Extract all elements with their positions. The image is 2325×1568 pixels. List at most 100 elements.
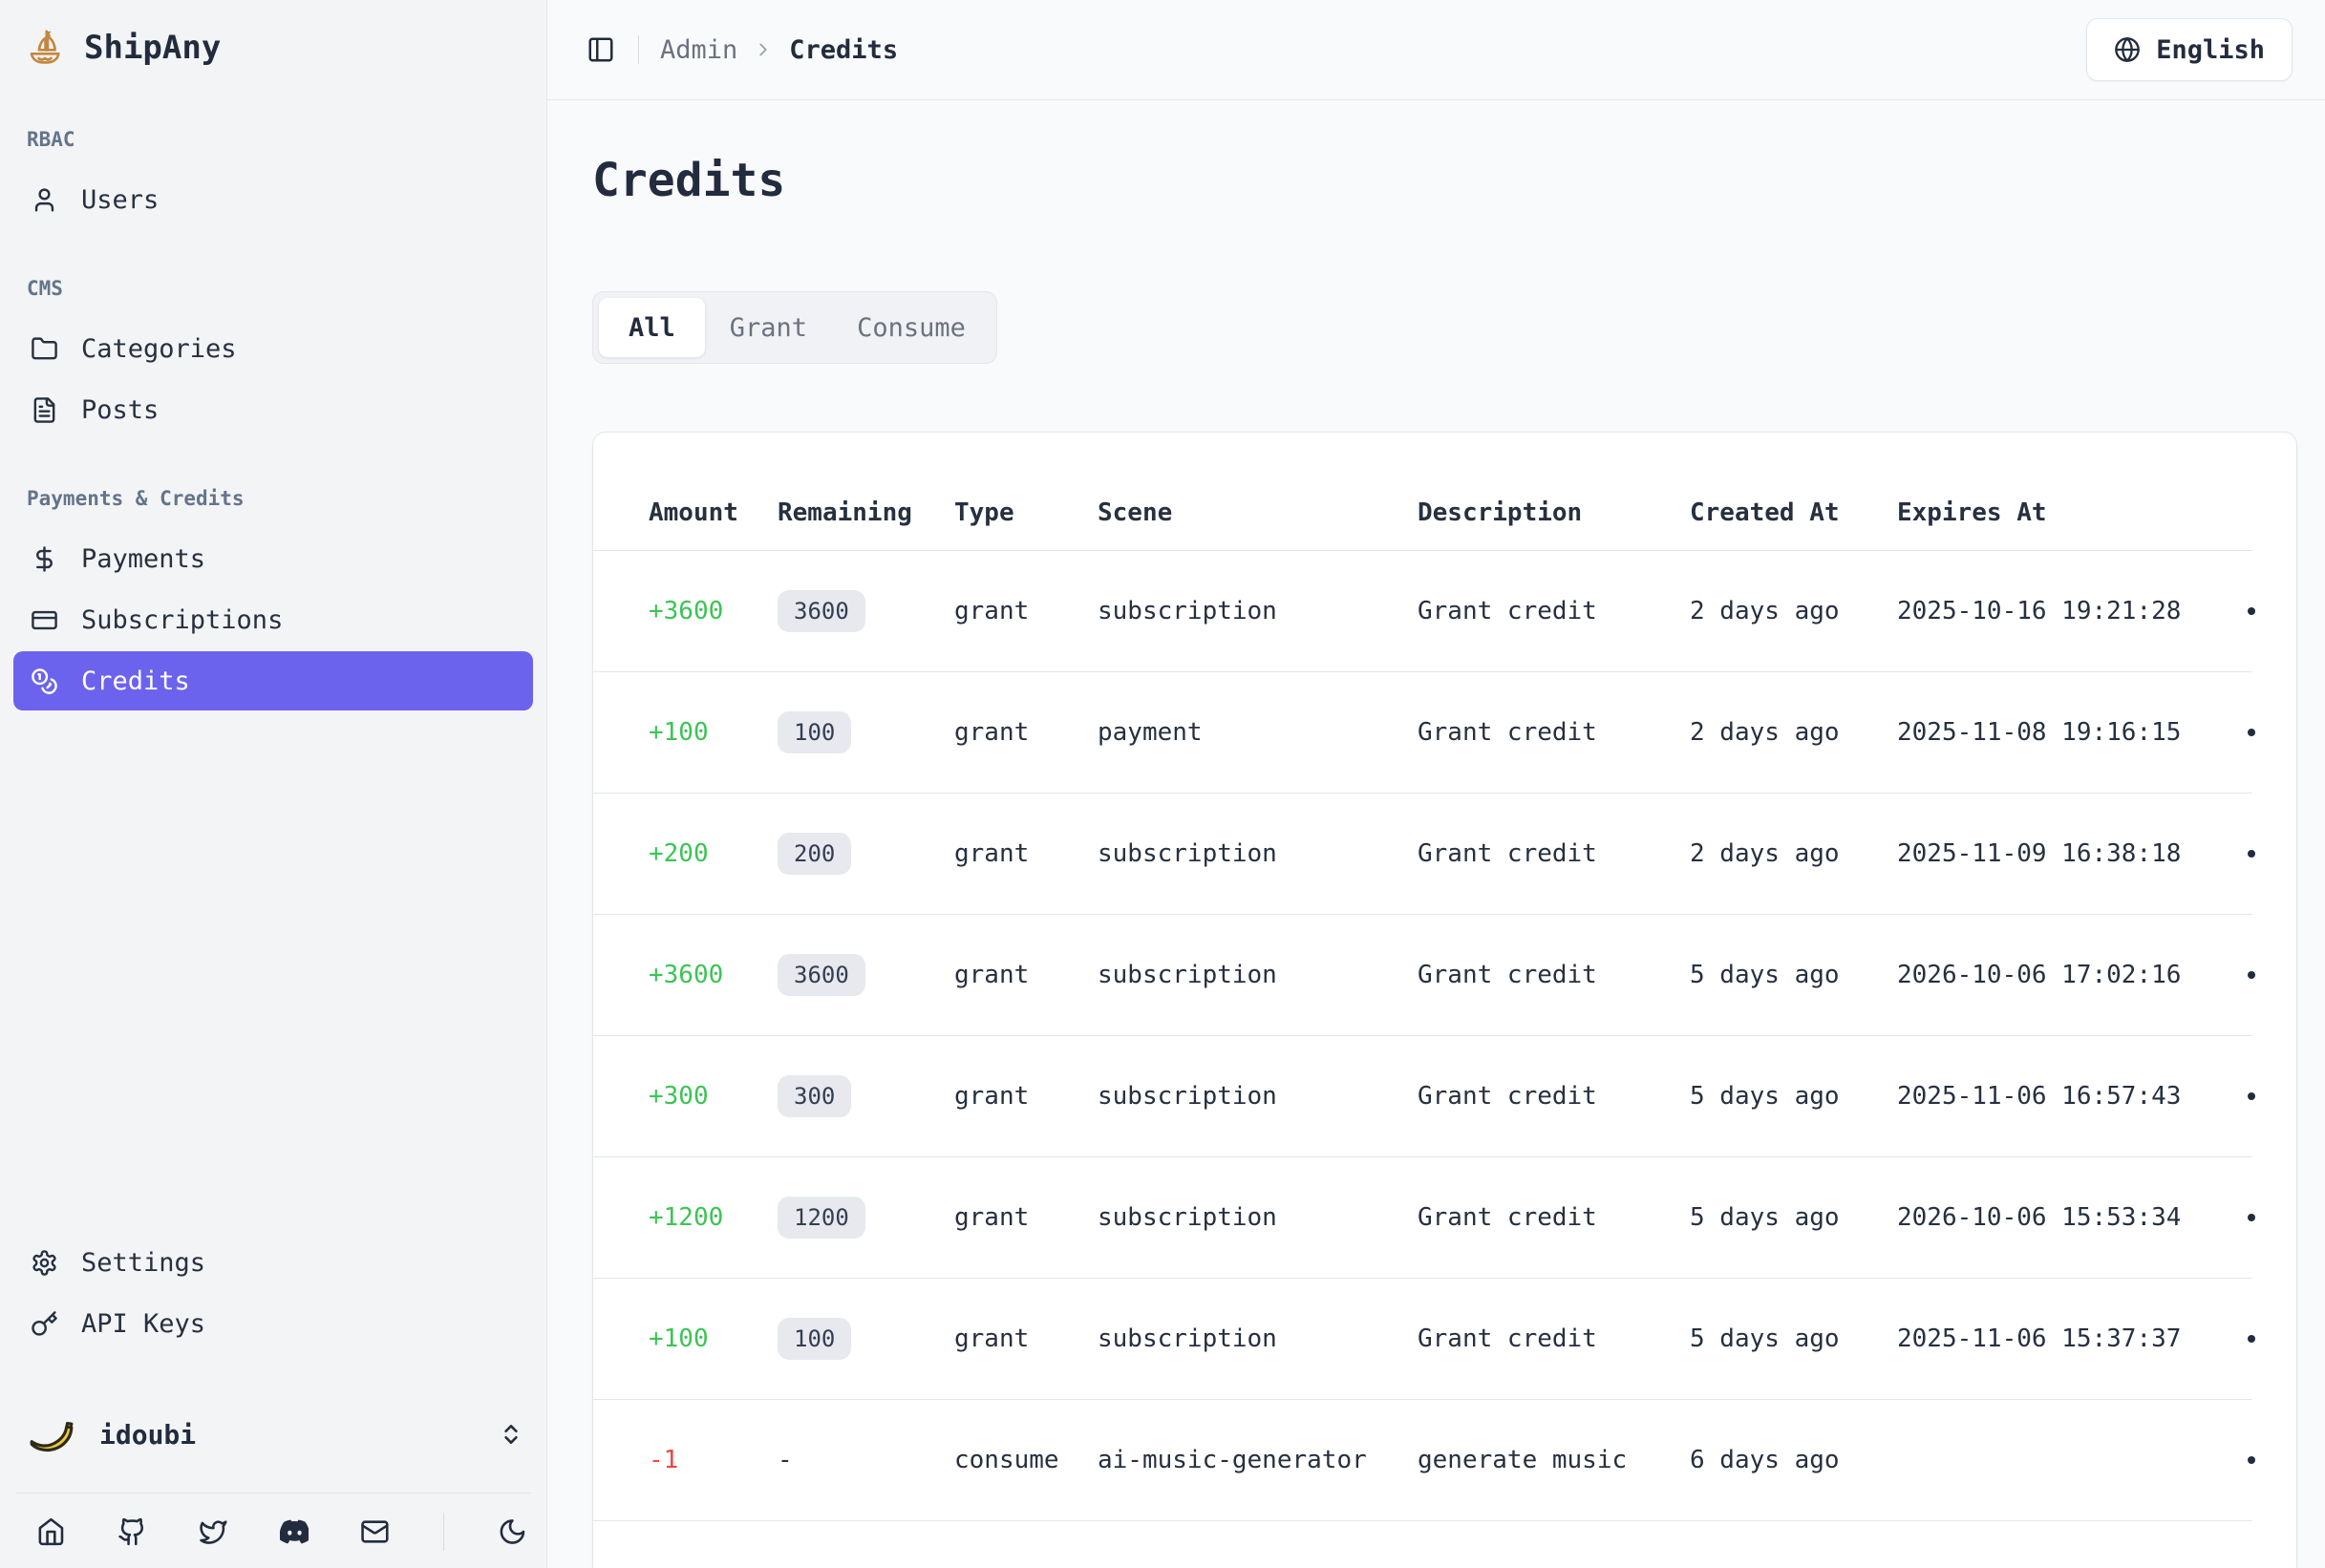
breadcrumb-admin[interactable]: Admin xyxy=(660,34,738,65)
table-row: +100 100 grant subscription Grant credit… xyxy=(593,1279,2255,1400)
scene-cell: subscription xyxy=(1098,1203,1277,1232)
row-actions-trigger[interactable] xyxy=(2248,971,2255,979)
user-icon xyxy=(34,187,54,212)
mail-icon[interactable] xyxy=(360,1515,390,1548)
remaining-cell: 3600 xyxy=(778,590,954,632)
type-cell: grant xyxy=(954,1203,1030,1232)
discord-icon[interactable] xyxy=(279,1515,309,1548)
main-area: Admin Credits English Credits All Grant … xyxy=(547,0,2325,1568)
user-name: idoubi xyxy=(99,1418,197,1451)
type-cell: grant xyxy=(954,961,1030,989)
github-icon[interactable] xyxy=(117,1515,147,1548)
expires-at-cell: 2025-11-06 16:57:43 xyxy=(1897,1082,2182,1111)
col-scene: Scene xyxy=(1098,498,1173,527)
sidebar: ShipAny RBAC Users CMS Categories Posts … xyxy=(0,0,547,1568)
section-label: CMS xyxy=(27,277,63,300)
row-actions-trigger[interactable] xyxy=(2248,1335,2255,1343)
language-button[interactable]: English xyxy=(2086,18,2293,81)
credits-table: Amount Remaining Type Scene Description … xyxy=(593,433,2255,1521)
sidebar-item-label: API Keys xyxy=(81,1308,206,1339)
type-cell: grant xyxy=(954,597,1030,625)
remaining-cell: 100 xyxy=(778,711,954,753)
row-actions-trigger[interactable] xyxy=(2248,850,2255,858)
key-icon xyxy=(32,1310,57,1336)
sidebar-item-label: Posts xyxy=(81,394,160,425)
chevron-right-icon xyxy=(759,43,767,56)
amount-cell: -1 xyxy=(649,1446,679,1474)
description-cell: Grant credit xyxy=(1418,1324,1597,1353)
remaining-badge: 100 xyxy=(778,711,852,753)
sidebar-item-label: Users xyxy=(81,184,160,215)
amount-cell: +1200 xyxy=(649,1203,724,1232)
table-row: +300 300 grant subscription Grant credit… xyxy=(593,1036,2255,1157)
sidebar-item-credits[interactable]: Credits xyxy=(13,651,533,710)
description-cell: Grant credit xyxy=(1418,597,1597,625)
sidebar-item-label: Settings xyxy=(81,1247,206,1278)
moon-icon[interactable] xyxy=(498,1515,527,1548)
home-icon[interactable] xyxy=(36,1515,66,1548)
tab-consume[interactable]: Consume xyxy=(832,298,991,357)
table-row: -1 - consume ai-music-generator generate… xyxy=(593,1400,2255,1521)
sidebar-item-label: Subscriptions xyxy=(81,604,284,635)
topbar-separator xyxy=(638,35,639,64)
sidebar-item-payments[interactable]: Payments xyxy=(13,529,533,588)
row-actions-trigger[interactable] xyxy=(2248,729,2255,736)
amount-cell: +200 xyxy=(649,839,709,868)
amount-cell: +100 xyxy=(649,1324,709,1353)
remaining-badge: 3600 xyxy=(778,954,865,996)
col-remaining: Remaining xyxy=(778,498,912,527)
credits-table-card: Amount Remaining Type Scene Description … xyxy=(592,432,2297,1568)
expires-at-cell: 2025-11-09 16:38:18 xyxy=(1897,839,2182,868)
sidebar-item-api-keys[interactable]: API Keys xyxy=(13,1294,533,1353)
scene-cell: subscription xyxy=(1098,1082,1277,1111)
row-actions-trigger[interactable] xyxy=(2248,1214,2255,1221)
scene-cell: subscription xyxy=(1098,839,1277,868)
file-text-icon xyxy=(33,396,55,423)
description-cell: Grant credit xyxy=(1418,961,1597,989)
user-menu[interactable]: idoubi xyxy=(10,1393,537,1475)
col-type: Type xyxy=(954,498,1014,527)
sidebar-toggle-button[interactable] xyxy=(581,30,621,70)
row-actions-trigger[interactable] xyxy=(2248,607,2255,615)
description-cell: Grant credit xyxy=(1418,1203,1597,1232)
table-body: +3600 3600 grant subscription Grant cred… xyxy=(593,551,2255,1521)
sidebar-footer: Settings API Keys idoubi xyxy=(10,1231,537,1558)
remaining-cell: 300 xyxy=(778,1075,954,1117)
app-logo[interactable]: ShipAny xyxy=(10,13,537,82)
twitter-icon[interactable] xyxy=(199,1515,228,1548)
col-amount: Amount xyxy=(649,498,738,527)
sidebar-item-posts[interactable]: Posts xyxy=(13,380,533,439)
table-row: +200 200 grant subscription Grant credit… xyxy=(593,794,2255,915)
created-at-cell: 5 days ago xyxy=(1690,1082,1840,1111)
amount-cell: +100 xyxy=(649,718,709,747)
globe-icon xyxy=(2115,37,2141,62)
remaining-badge: 200 xyxy=(778,833,852,875)
expires-at-cell: 2025-10-16 19:21:28 xyxy=(1897,597,2182,625)
description-cell: generate music xyxy=(1418,1446,1628,1474)
tab-grant[interactable]: Grant xyxy=(705,298,832,357)
sidebar-footer-divider xyxy=(15,1493,531,1494)
page-title: Credits xyxy=(592,154,786,207)
col-created-at: Created At xyxy=(1690,498,1840,527)
gear-icon xyxy=(32,1249,56,1276)
created-at-cell: 5 days ago xyxy=(1690,961,1840,989)
dollar-icon xyxy=(36,545,53,572)
sidebar-item-label: Payments xyxy=(81,543,206,574)
row-actions-trigger[interactable] xyxy=(2248,1092,2255,1100)
panel-left-icon xyxy=(588,37,613,62)
description-cell: Grant credit xyxy=(1418,839,1597,868)
sidebar-item-settings[interactable]: Settings xyxy=(13,1233,533,1292)
sidebar-section-cms: CMS Categories Posts xyxy=(10,277,537,441)
created-at-cell: 2 days ago xyxy=(1690,597,1840,625)
sidebar-item-categories[interactable]: Categories xyxy=(13,319,533,378)
expires-at-cell: 2025-11-06 15:37:37 xyxy=(1897,1324,2182,1353)
amount-cell: +300 xyxy=(649,1082,709,1111)
sidebar-item-subscriptions[interactable]: Subscriptions xyxy=(13,590,533,649)
remaining-cell: 1200 xyxy=(778,1197,954,1239)
sidebar-item-users[interactable]: Users xyxy=(13,170,533,229)
col-expires-at: Expires At xyxy=(1897,498,2047,527)
scene-cell: subscription xyxy=(1098,961,1277,989)
row-actions-trigger[interactable] xyxy=(2248,1456,2255,1464)
tab-all[interactable]: All xyxy=(599,298,705,357)
table-row: +1200 1200 grant subscription Grant cred… xyxy=(593,1157,2255,1279)
